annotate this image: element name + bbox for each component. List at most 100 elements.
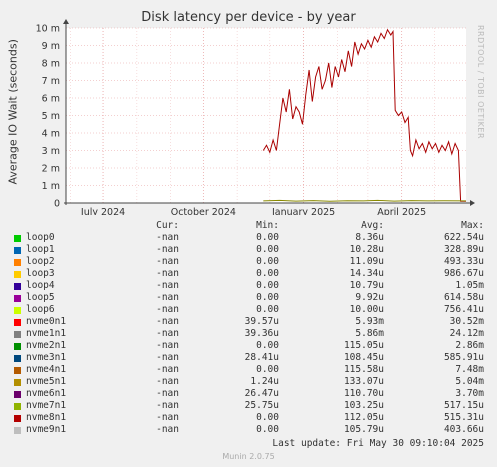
legend-swatch xyxy=(14,247,21,254)
legend-row-loop0: loop0 -nan 0.00 8.36u 622.54u xyxy=(0,232,497,244)
legend-min: 0.00 xyxy=(256,268,279,279)
x-tick-label: July 2024 xyxy=(80,207,125,215)
legend-row-nvme8n1: nvme8n1 -nan 0.00 112.05u 515.31u xyxy=(0,412,497,424)
legend-max: 24.12m xyxy=(449,328,484,339)
legend-row-loop4: loop4 -nan 0.00 10.79u 1.05m xyxy=(0,280,497,292)
legend-min: 0.00 xyxy=(256,424,279,435)
legend-min: 26.47u xyxy=(244,388,279,399)
legend-header-min: Min: xyxy=(256,220,279,231)
legend-cur: -nan xyxy=(156,412,179,423)
legend-min: 1.24u xyxy=(250,376,279,387)
legend-cur: -nan xyxy=(156,424,179,435)
legend-row-loop6: loop6 -nan 0.00 10.00u 756.41u xyxy=(0,304,497,316)
legend: Cur: Min: Avg: Max: loop0 -nan 0.00 8.36u 62… xyxy=(0,220,497,436)
legend-avg: 9.92u xyxy=(355,292,384,303)
legend-max: 1.05m xyxy=(455,280,484,291)
legend-max: 622.54u xyxy=(443,232,484,243)
legend-min: 0.00 xyxy=(256,232,279,243)
legend-name: loop0 xyxy=(26,232,55,243)
legend-row-loop5: loop5 -nan 0.00 9.92u 614.58u xyxy=(0,292,497,304)
legend-name: nvme6n1 xyxy=(26,388,67,399)
legend-swatch xyxy=(14,235,21,242)
legend-avg: 10.00u xyxy=(349,304,384,315)
grid xyxy=(66,27,466,204)
legend-cur: -nan xyxy=(156,400,179,411)
series-line-nvme-low-group xyxy=(263,199,467,202)
legend-header-cur: Cur: xyxy=(156,220,179,231)
legend-row-nvme4n1: nvme4n1 -nan 0.00 115.58u 7.48m xyxy=(0,364,497,376)
legend-avg: 105.79u xyxy=(343,424,384,435)
legend-swatch xyxy=(14,343,21,350)
legend-swatch xyxy=(14,415,21,422)
x-ticks: July 2024 October 2024 January 2025 April 2… xyxy=(80,207,426,215)
legend-avg: 103.25u xyxy=(343,400,384,411)
legend-cur: -nan xyxy=(156,280,179,291)
legend-avg: 14.34u xyxy=(349,268,384,279)
y-tick-label: 10 m xyxy=(36,24,60,35)
legend-cur: -nan xyxy=(156,244,179,255)
legend-name: nvme5n1 xyxy=(26,376,67,387)
y-tick-label: 1 m xyxy=(42,181,60,192)
legend-cur: -nan xyxy=(156,364,179,375)
legend-name: loop5 xyxy=(26,292,55,303)
legend-header-avg: Avg: xyxy=(361,220,384,231)
y-tick-label: 5 m xyxy=(42,111,60,122)
legend-cur: -nan xyxy=(156,304,179,315)
y-tick-label: 8 m xyxy=(42,59,60,70)
legend-min: 0.00 xyxy=(256,364,279,375)
y-tick-label: 6 m xyxy=(42,94,60,105)
legend-swatch xyxy=(14,331,21,338)
x-tick-label: January 2025 xyxy=(271,207,335,215)
legend-min: 0.00 xyxy=(256,304,279,315)
legend-max: 515.31u xyxy=(443,412,484,423)
x-tick-label: April 2025 xyxy=(377,207,426,215)
y-tick-label: 0 xyxy=(54,199,60,210)
legend-avg: 5.93m xyxy=(355,316,384,327)
legend-avg: 10.28u xyxy=(349,244,384,255)
legend-min: 28.41u xyxy=(244,352,279,363)
legend-cur: -nan xyxy=(156,316,179,327)
legend-swatch xyxy=(14,319,21,326)
legend-min: 0.00 xyxy=(256,244,279,255)
legend-row-loop1: loop1 -nan 0.00 10.28u 328.89u xyxy=(0,244,497,256)
y-tick-label: 3 m xyxy=(42,146,60,157)
legend-name: nvme1n1 xyxy=(26,328,67,339)
legend-row-nvme3n1: nvme3n1 -nan 28.41u 108.45u 585.91u xyxy=(0,352,497,364)
legend-max: 403.66u xyxy=(443,424,484,435)
legend-avg: 11.09u xyxy=(349,256,384,267)
legend-min: 39.57u xyxy=(244,316,279,327)
legend-max: 614.58u xyxy=(443,292,484,303)
side-brand: RRDTOOL / TOBI OETIKER xyxy=(476,25,485,140)
legend-swatch xyxy=(14,427,21,434)
y-axis-arrow xyxy=(63,19,69,24)
legend-cur: -nan xyxy=(156,376,179,387)
legend-swatch xyxy=(14,403,21,410)
series-line-nvme8n1 xyxy=(262,28,466,202)
legend-row-loop2: loop2 -nan 0.00 11.09u 493.33u xyxy=(0,256,497,268)
legend-avg: 110.70u xyxy=(343,388,384,399)
legend-max: 986.67u xyxy=(443,268,484,279)
legend-row-nvme6n1: nvme6n1 -nan 26.47u 110.70u 3.70m xyxy=(0,388,497,400)
legend-row-nvme1n1: nvme1n1 -nan 39.36u 5.86m 24.12m xyxy=(0,328,497,340)
legend-cur: -nan xyxy=(156,352,179,363)
legend-max: 328.89u xyxy=(443,244,484,255)
legend-name: nvme9n1 xyxy=(26,424,67,435)
last-update: Last update: Fri May 30 09:10:04 2025 xyxy=(272,438,484,449)
legend-row-nvme0n1: nvme0n1 -nan 39.57u 5.93m 30.52m xyxy=(0,316,497,328)
legend-avg: 112.05u xyxy=(343,412,384,423)
legend-avg: 8.36u xyxy=(355,232,384,243)
legend-max: 2.86m xyxy=(455,340,484,351)
legend-swatch xyxy=(14,283,21,290)
legend-min: 0.00 xyxy=(256,280,279,291)
legend-cur: -nan xyxy=(156,388,179,399)
x-tick-label: October 2024 xyxy=(171,207,236,215)
chart-plot: 0 1 m 2 m 3 m 4 m 5 m 6 m 7 m 8 m 9 m 10 m July 20… xyxy=(36,19,475,215)
legend-name: nvme3n1 xyxy=(26,352,67,363)
legend-swatch xyxy=(14,259,21,266)
legend-avg: 115.58u xyxy=(343,364,384,375)
legend-name: nvme2n1 xyxy=(26,340,67,351)
legend-name: nvme8n1 xyxy=(26,412,67,423)
legend-name: nvme4n1 xyxy=(26,364,67,375)
legend-swatch xyxy=(14,367,21,374)
legend-min: 0.00 xyxy=(256,340,279,351)
